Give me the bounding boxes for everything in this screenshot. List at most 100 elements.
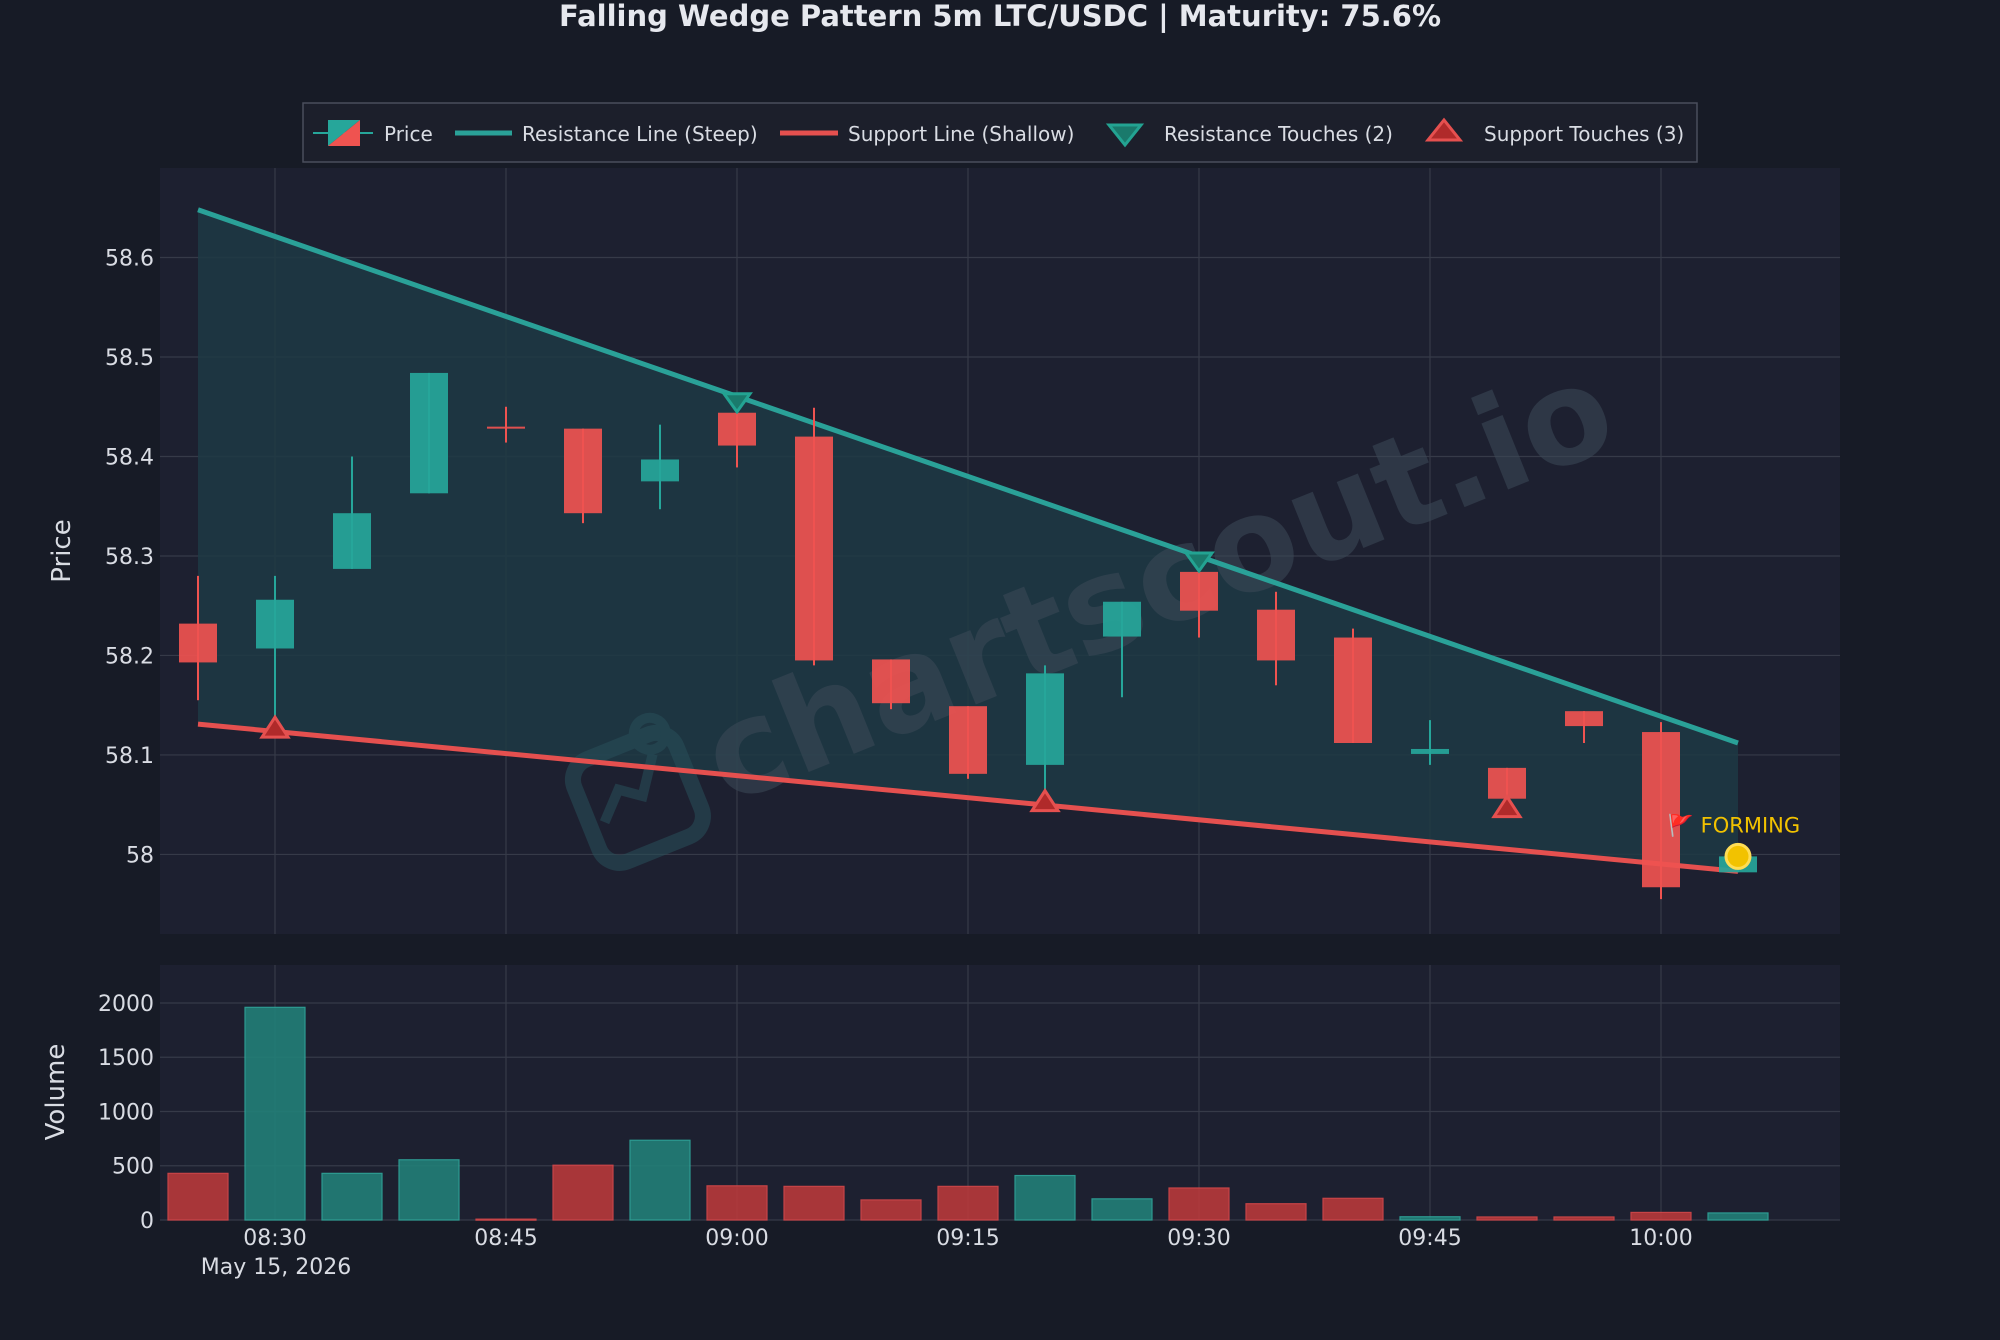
- volume-bar: [706, 1185, 768, 1221]
- price-tick-label: 58.5: [105, 346, 154, 371]
- candle-body: [1180, 571, 1218, 611]
- candle-body: [1103, 601, 1141, 637]
- volume-bar: [1091, 1198, 1153, 1221]
- volume-bar: [1245, 1203, 1307, 1221]
- price-tick-label: 58: [126, 843, 154, 868]
- candle: [1334, 628, 1372, 743]
- price-tick-label: 58.2: [105, 644, 154, 669]
- legend-price-icon: [313, 120, 373, 146]
- candle: [718, 412, 756, 468]
- legend-resistance-touches-label: Resistance Touches (2): [1164, 122, 1393, 146]
- volume-bar: [167, 1172, 229, 1221]
- resistance-touch-icon: [1183, 551, 1215, 574]
- candle-body: [564, 428, 602, 514]
- volume-bar: [1553, 1216, 1615, 1221]
- legend-support-label: Support Line (Shallow): [848, 122, 1074, 146]
- candle-body: [949, 706, 987, 774]
- candle: [410, 372, 448, 494]
- volume-bar: [1630, 1211, 1692, 1221]
- candle-body: [1026, 673, 1064, 765]
- legend-resistance-label: Resistance Line (Steep): [522, 122, 758, 146]
- touch-markers: 🚩 FORMING: [259, 392, 1800, 870]
- price-tick-label: 58.1: [105, 744, 154, 769]
- price-axis-label: Price: [47, 519, 77, 582]
- time-tick-label: 10:00: [1629, 1226, 1692, 1251]
- resistance-line: [197, 207, 1739, 746]
- legend-box: [302, 102, 1698, 163]
- candle-body: [1642, 732, 1680, 888]
- price-tick-label: 58.6: [105, 247, 154, 272]
- candle: [1180, 571, 1218, 638]
- candle: [333, 456, 371, 569]
- volume-tick-label: 500: [112, 1155, 154, 1180]
- forming-label: 🚩 FORMING: [1668, 812, 1800, 837]
- volume-bar: [475, 1218, 537, 1221]
- legend-price-label: Price: [384, 122, 433, 146]
- support-line: [197, 721, 1739, 874]
- volume-bar: [783, 1185, 845, 1221]
- candle-body: [1257, 609, 1295, 661]
- candle-body: [1565, 711, 1603, 727]
- candle-body: [487, 426, 525, 429]
- date-label: May 15, 2026: [201, 1255, 351, 1280]
- volume-tick-label: 0: [140, 1209, 154, 1234]
- legend-support-touch-icon: [1424, 117, 1464, 142]
- forming-marker-icon: [1724, 842, 1752, 870]
- candle-body: [641, 459, 679, 482]
- candle: [179, 575, 217, 701]
- time-tick-label: 09:15: [936, 1226, 999, 1251]
- candle: [1411, 720, 1449, 765]
- candle-body: [795, 436, 833, 661]
- time-tick-label: 08:45: [474, 1226, 537, 1251]
- time-tick-label: 09:00: [705, 1226, 768, 1251]
- candle-body: [256, 599, 294, 649]
- volume-bar: [244, 1006, 306, 1221]
- candle: [949, 706, 987, 779]
- candle-body: [1488, 767, 1526, 799]
- support-touch-icon: [1491, 793, 1523, 819]
- volume-tick-label: 2000: [98, 992, 154, 1017]
- time-tick-label: 08:30: [243, 1226, 306, 1251]
- candle-body: [333, 513, 371, 569]
- volume-bar: [1399, 1216, 1461, 1221]
- time-tick-label: 09:45: [1398, 1226, 1461, 1251]
- candle: [1488, 767, 1526, 799]
- axis-ticks: 58 58.1 58.2 58.3 58.4 58.5 58.6 0 500 1000 1500 20…: [98, 247, 1693, 1251]
- volume-bar: [321, 1172, 383, 1221]
- volume-bar: [1707, 1212, 1769, 1221]
- candle: [1026, 665, 1064, 795]
- volume-tick-label: 1500: [98, 1046, 154, 1071]
- resistance-touch-icon: [721, 392, 753, 415]
- candle-body: [718, 412, 756, 446]
- chart-title: Falling Wedge Pattern 5m LTC/USDC | Matu…: [559, 0, 1441, 33]
- candle: [1103, 601, 1141, 698]
- price-tick-label: 58.3: [105, 545, 154, 570]
- volume-bar: [937, 1185, 999, 1221]
- volume-bar: [629, 1139, 691, 1221]
- volume-tick-label: 1000: [98, 1100, 154, 1125]
- candle-body: [872, 659, 910, 704]
- legend-support-touches-label: Support Touches (3): [1484, 122, 1684, 146]
- volume-bar: [1322, 1197, 1384, 1221]
- legend-resistance-touch-icon: [1105, 123, 1145, 148]
- time-tick-label: 09:30: [1167, 1226, 1230, 1251]
- volume-bar: [860, 1199, 922, 1221]
- volume-bars: [167, 1006, 1769, 1221]
- support-touch-icon: [259, 714, 291, 739]
- candle: [1642, 722, 1680, 900]
- candle: [1565, 711, 1603, 743]
- candle-body: [179, 623, 217, 663]
- candle: [256, 575, 294, 731]
- volume-bar: [398, 1159, 460, 1221]
- pattern-lines: [197, 207, 1739, 874]
- volume-bar: [1476, 1216, 1538, 1221]
- candles: [179, 372, 1757, 900]
- volume-bar: [1168, 1187, 1230, 1221]
- candle: [1257, 591, 1295, 686]
- candle-body: [1334, 637, 1372, 743]
- candle: [564, 428, 602, 524]
- volume-bar: [552, 1164, 614, 1221]
- candle: [641, 424, 679, 510]
- volume-axis-label: Volume: [41, 1044, 71, 1141]
